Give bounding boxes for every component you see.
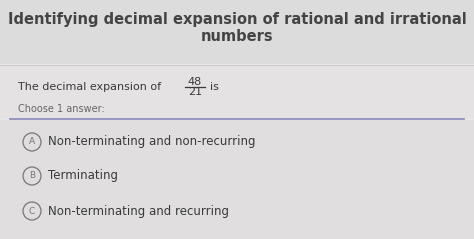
Text: Choose 1 answer:: Choose 1 answer: (18, 104, 105, 114)
Text: Non-terminating and recurring: Non-terminating and recurring (48, 205, 229, 217)
Text: 48: 48 (188, 77, 202, 87)
Text: A: A (29, 137, 35, 147)
Text: C: C (29, 206, 35, 216)
Text: Identifying decimal expansion of rational and irrational: Identifying decimal expansion of rationa… (8, 11, 466, 27)
FancyBboxPatch shape (0, 120, 474, 239)
Text: Non-terminating and non-recurring: Non-terminating and non-recurring (48, 136, 255, 148)
Text: Terminating: Terminating (48, 169, 118, 183)
Text: is: is (210, 82, 219, 92)
FancyBboxPatch shape (0, 65, 474, 119)
Text: 21: 21 (188, 87, 202, 97)
Text: The decimal expansion of: The decimal expansion of (18, 82, 161, 92)
Text: B: B (29, 172, 35, 180)
Text: numbers: numbers (201, 28, 273, 43)
FancyBboxPatch shape (0, 0, 474, 64)
